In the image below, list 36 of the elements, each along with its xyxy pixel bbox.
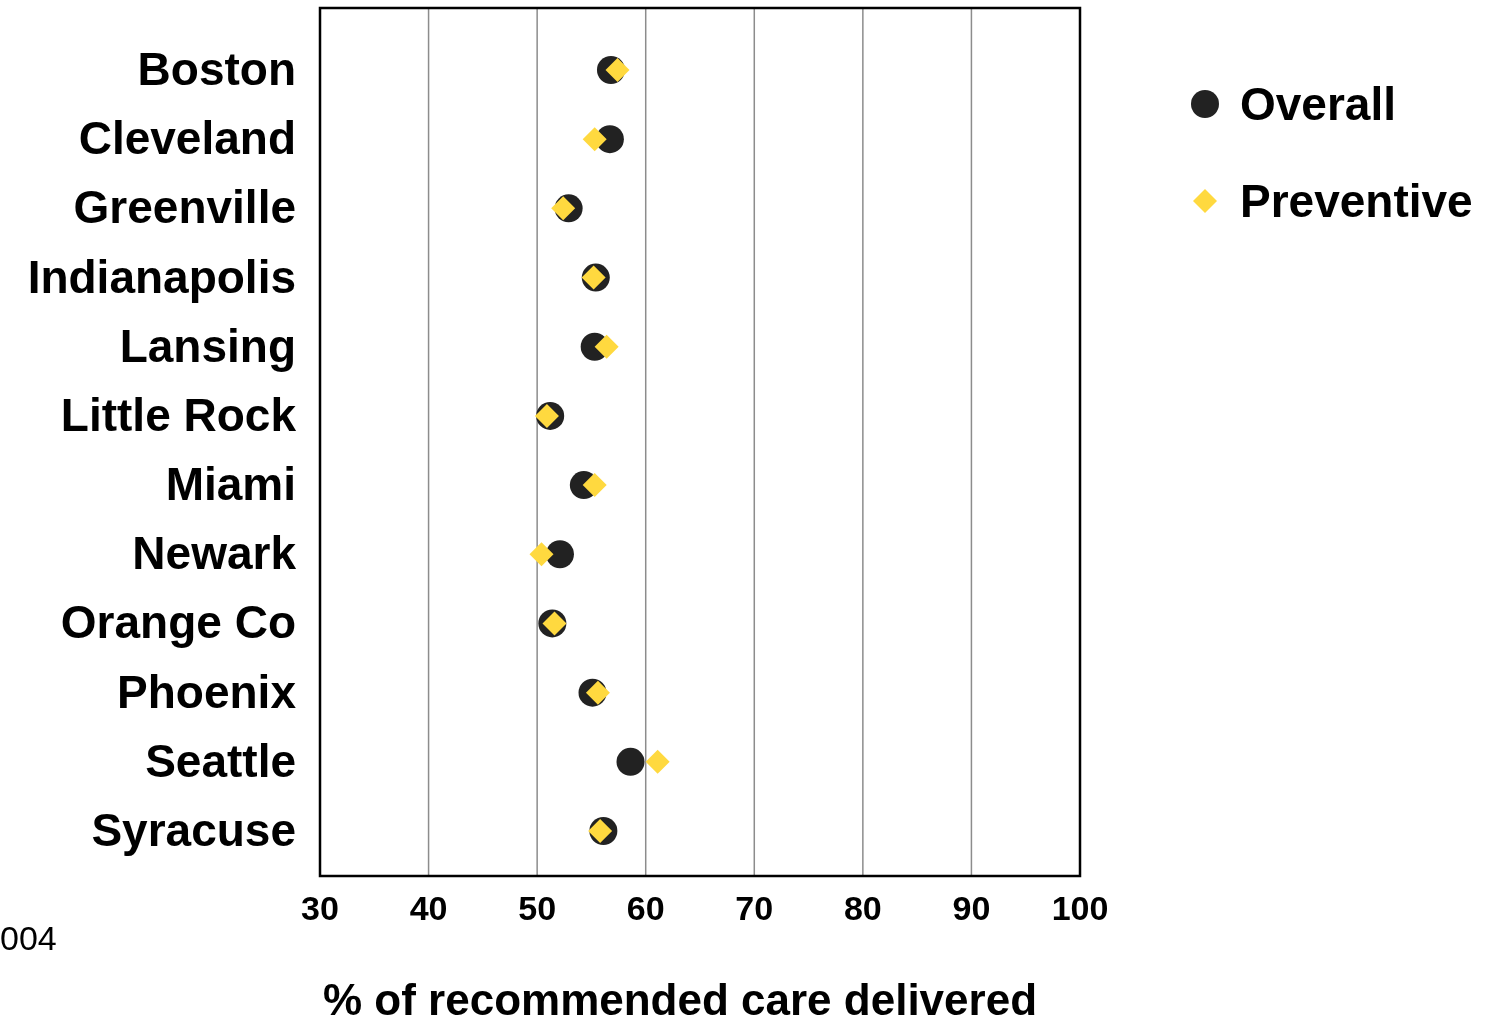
point	[534, 403, 559, 428]
y-tick-label: Orange Co	[60, 596, 296, 649]
y-tick-label: Miami	[165, 458, 296, 511]
point	[551, 196, 576, 221]
x-axis-title: % of recommended care delivered	[322, 975, 1038, 1023]
point	[616, 747, 645, 776]
x-tick-label: 40	[409, 889, 448, 927]
y-tick-label: Lansing	[119, 319, 296, 372]
x-tick-label: 100	[1051, 889, 1109, 927]
x-tick-label: 60	[626, 889, 665, 927]
y-tick-label: Seattle	[145, 734, 296, 787]
y-tick-label: Boston	[137, 43, 296, 95]
legend-label: Overall	[1240, 78, 1396, 130]
point	[594, 334, 619, 359]
x-tick-label: 80	[843, 889, 882, 927]
y-tick-label: Phoenix	[117, 665, 297, 718]
text: 004	[0, 919, 57, 957]
y-tick-label: Indianapolis	[27, 250, 296, 303]
y-tick-label: Little Rock	[60, 388, 297, 441]
point	[585, 680, 610, 705]
point	[588, 819, 613, 843]
point	[645, 749, 670, 774]
point	[529, 542, 554, 567]
legend-label: Preventive	[1240, 175, 1473, 227]
x-tick-label: 90	[952, 889, 991, 927]
y-tick-label: Newark	[132, 527, 297, 580]
x-tick-label: 50	[518, 889, 557, 927]
x-tick-label: 70	[735, 889, 774, 927]
point	[582, 127, 607, 152]
point	[605, 58, 630, 82]
x-tick-label: 30	[301, 889, 339, 927]
point	[545, 540, 574, 569]
point	[582, 473, 607, 498]
y-tick-label: Syracuse	[91, 804, 296, 856]
y-tick-label: Cleveland	[78, 112, 296, 165]
y-tick-label: Greenville	[73, 181, 296, 234]
